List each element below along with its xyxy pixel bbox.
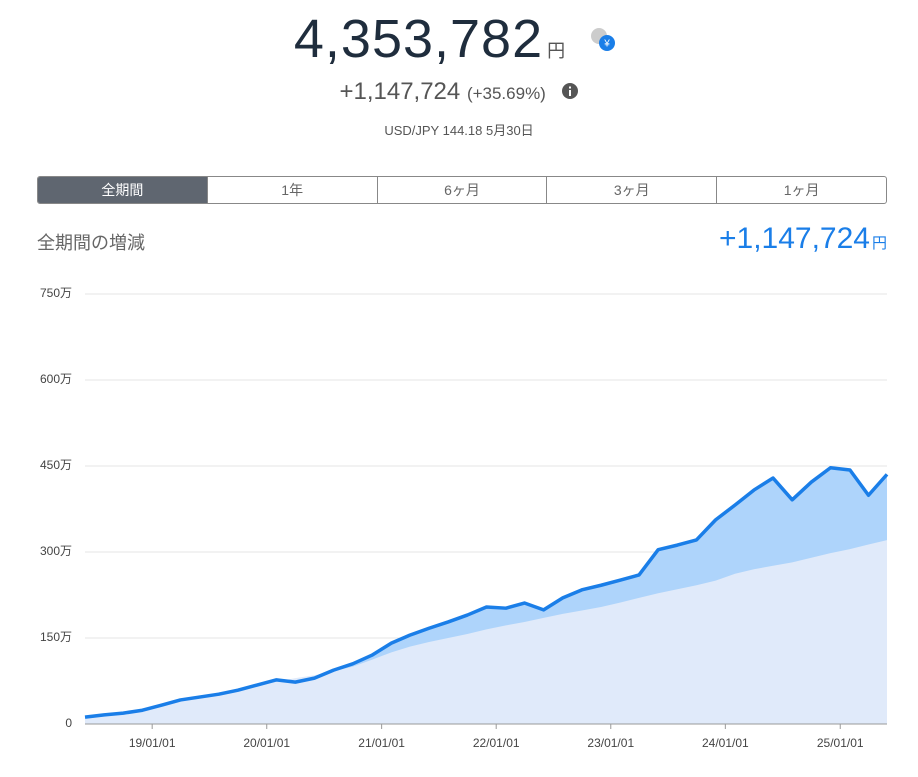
total-value: 4,353,782 円	[0, 8, 860, 70]
change-value: +1,147,724	[339, 78, 461, 105]
y-tick-label: 0	[65, 716, 72, 730]
x-tick-label: 19/01/01	[129, 736, 176, 750]
x-tick-label: 22/01/01	[473, 736, 520, 750]
y-tick-label: 750万	[40, 286, 72, 300]
y-tick-label: 300万	[40, 544, 72, 558]
tab[interactable]: 1年	[206, 177, 377, 203]
value-line	[84, 465, 889, 719]
info-icon[interactable]	[561, 82, 579, 100]
summary-amount: +1,147,724	[719, 222, 870, 255]
tab[interactable]: 1ヶ月	[716, 177, 886, 203]
tab[interactable]: 3ヶ月	[546, 177, 716, 203]
y-tick-label: 150万	[40, 630, 72, 644]
y-tick-label: 600万	[40, 372, 72, 386]
unit: 円	[871, 235, 887, 252]
x-tick-label: 24/01/01	[702, 736, 749, 750]
period-tabs: 全期間 1年 6ヶ月 3ヶ月 1ヶ月	[37, 176, 887, 204]
x-tick-label: 20/01/01	[243, 736, 290, 750]
x-tick-label: 25/01/01	[817, 736, 864, 750]
summary-label: 全期間の増減	[37, 233, 145, 253]
currency-icon[interactable]: ¥	[588, 25, 618, 55]
svg-text:¥: ¥	[603, 39, 610, 50]
y-tick-label: 450万	[40, 458, 72, 472]
fx-rate: USD/JPY 144.18 5月30日	[384, 123, 534, 138]
unit: 円	[547, 41, 567, 61]
area	[85, 540, 887, 724]
summary-value: +1,147,724 円	[719, 222, 887, 256]
tab[interactable]: 6ヶ月	[376, 177, 547, 203]
x-tick-label: 21/01/01	[358, 736, 405, 750]
total: 4,353,782	[293, 9, 544, 69]
tab[interactable]: 全期間	[38, 177, 207, 203]
x-tick-label: 23/01/01	[587, 736, 634, 750]
change: +1,147,724 (+35.69%)	[0, 78, 918, 106]
change-pct: (+35.69%)	[466, 84, 546, 103]
